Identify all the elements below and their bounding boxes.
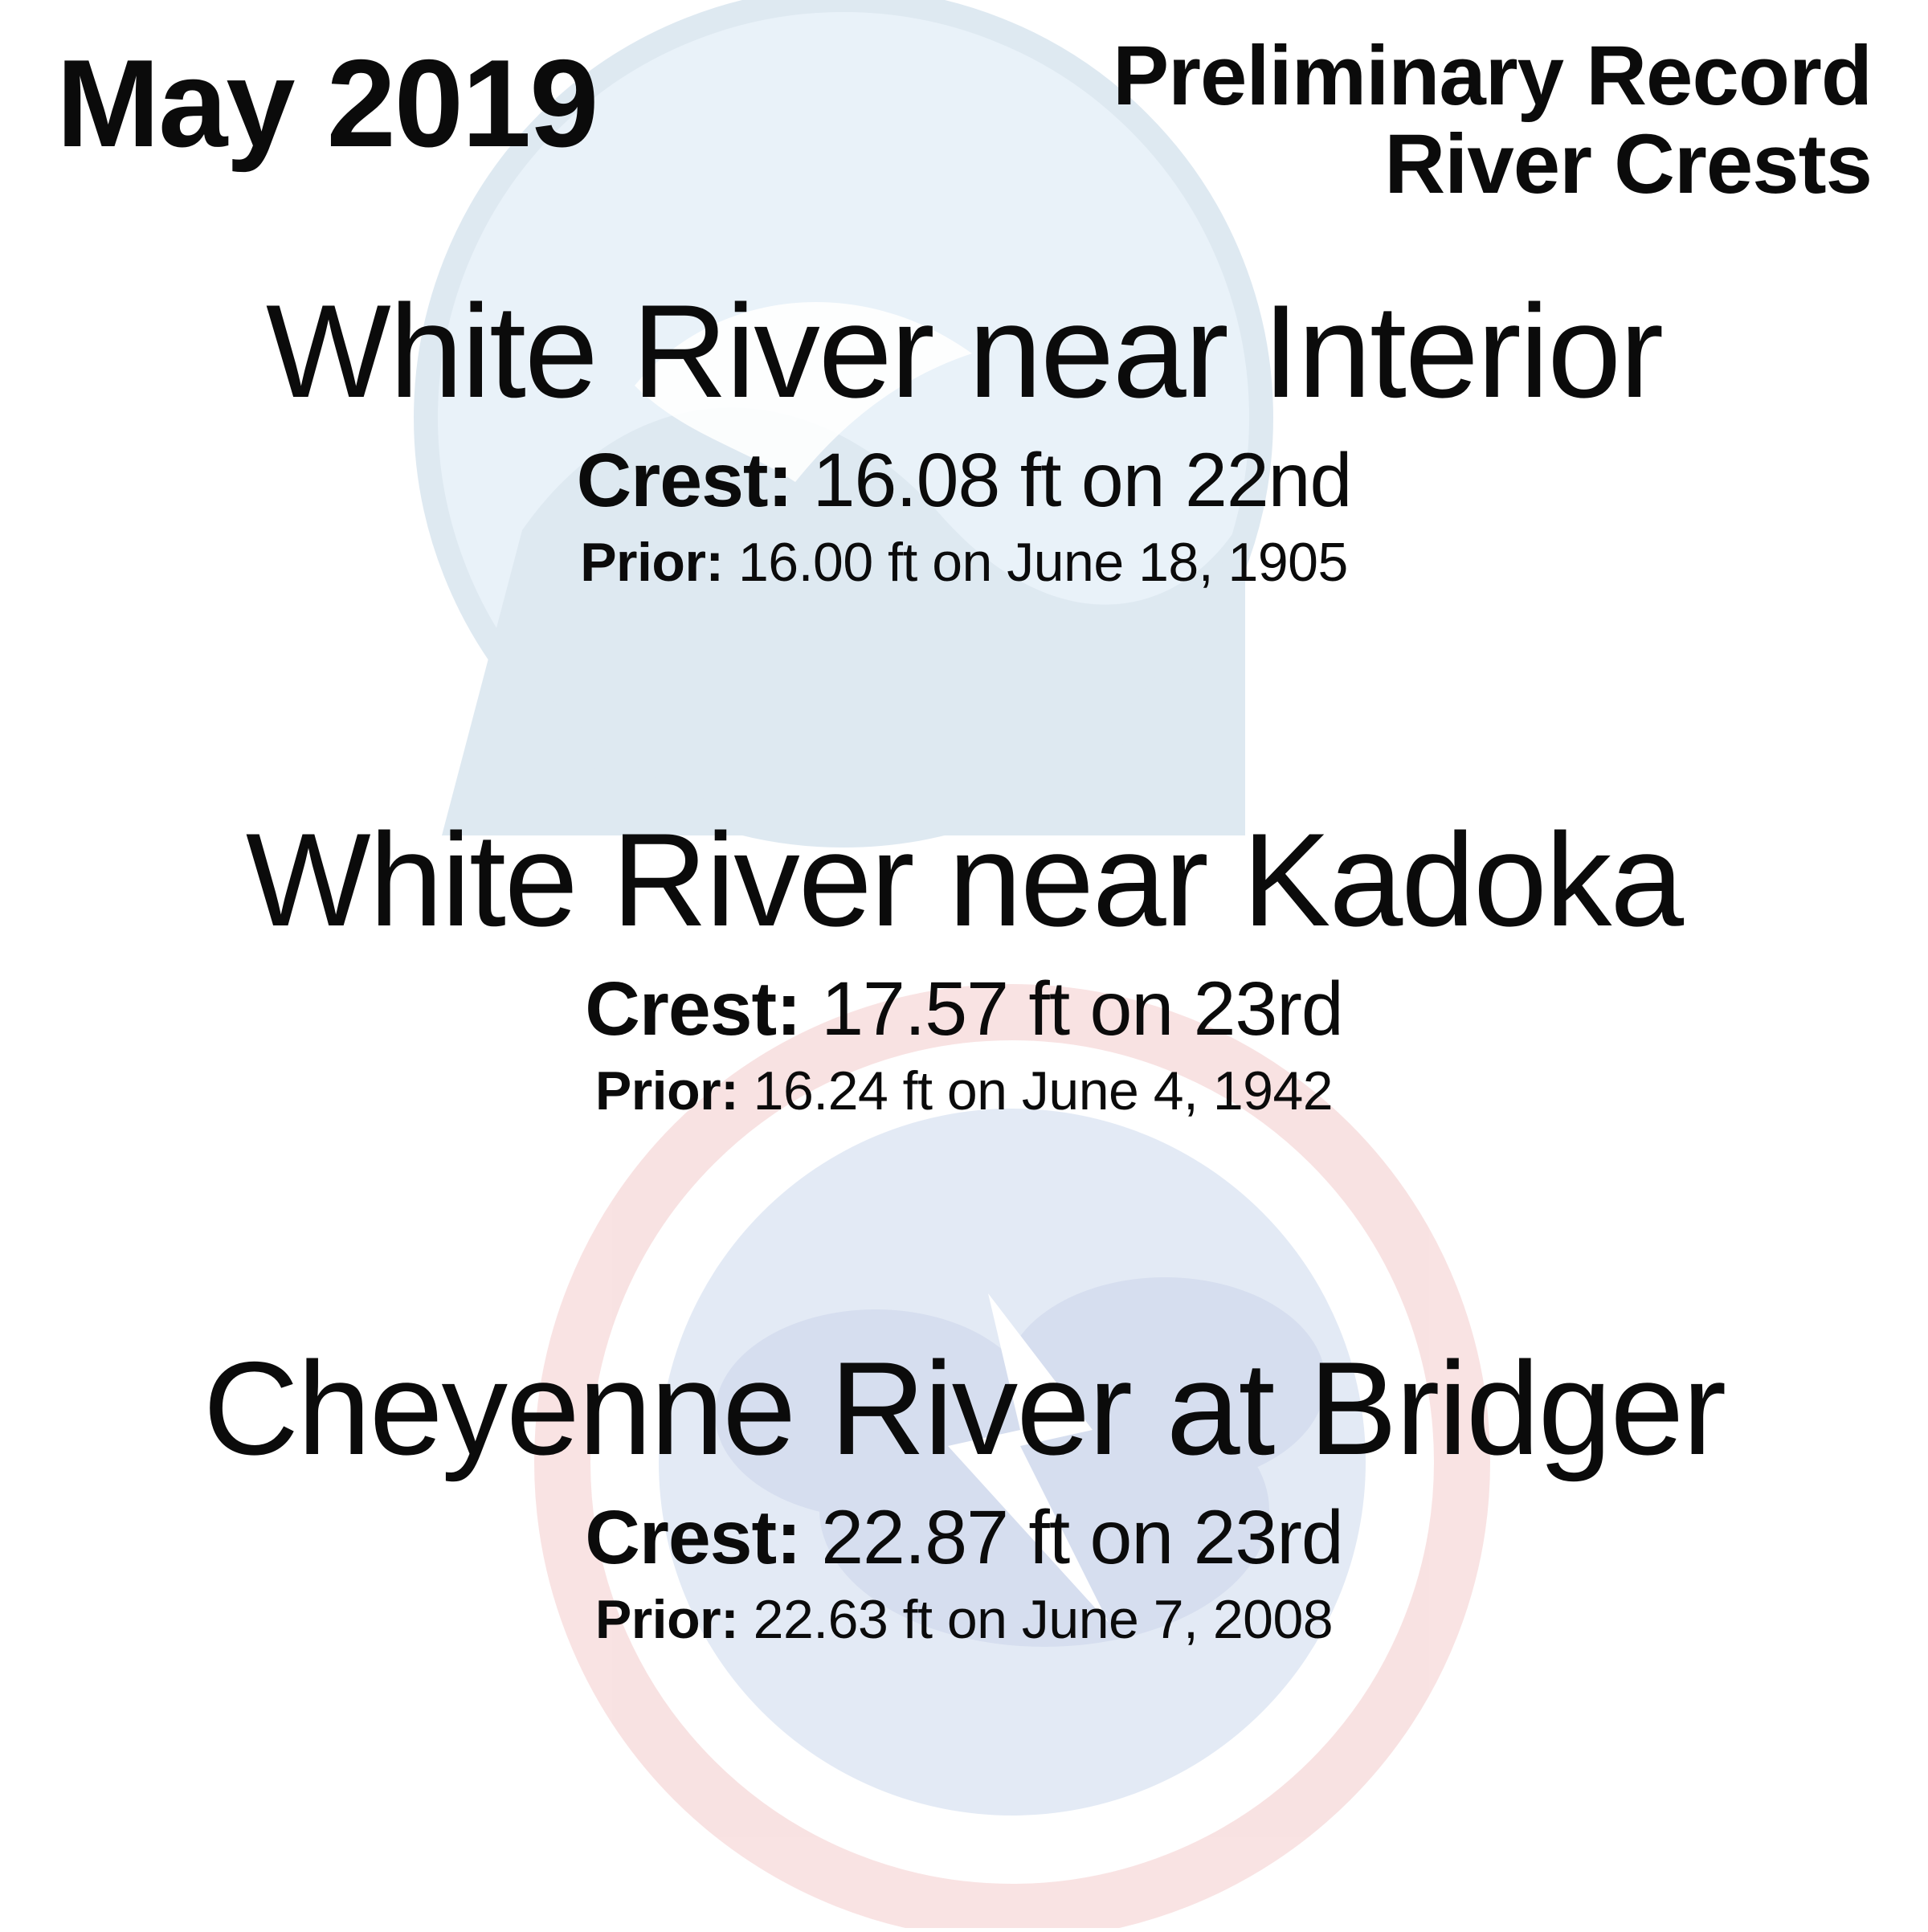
prior-value: 16.00 ft on June 18, 1905 [738, 532, 1348, 593]
crest-line: Crest: 17.57 ft on 23rd [48, 966, 1880, 1053]
records-list: White River near Interior Crest: 16.08 f… [0, 282, 1928, 1652]
record-item: White River near Interior Crest: 16.08 f… [48, 282, 1880, 594]
river-name: White River near Kadoka [48, 811, 1880, 950]
report-subtitle: Preliminary Record River Crests [1113, 32, 1872, 210]
prior-line: Prior: 16.24 ft on June 4, 1942 [48, 1060, 1880, 1122]
record-item: Cheyenne River at Bridger Crest: 22.87 f… [48, 1339, 1880, 1651]
prior-label: Prior: [595, 1060, 738, 1121]
crest-label: Crest: [577, 438, 793, 523]
prior-value: 16.24 ft on June 4, 1942 [754, 1060, 1334, 1121]
subtitle-line-1: Preliminary Record [1113, 32, 1872, 120]
prior-line: Prior: 16.00 ft on June 18, 1905 [48, 531, 1880, 594]
prior-line: Prior: 22.63 ft on June 7, 2008 [48, 1588, 1880, 1651]
crest-label: Crest: [585, 966, 801, 1052]
river-name: White River near Interior [48, 282, 1880, 421]
record-item: White River near Kadoka Crest: 17.57 ft … [48, 811, 1880, 1122]
subtitle-line-2: River Crests [1113, 120, 1872, 209]
prior-label: Prior: [580, 532, 723, 593]
prior-label: Prior: [595, 1589, 738, 1650]
crest-line: Crest: 22.87 ft on 23rd [48, 1494, 1880, 1582]
river-name: Cheyenne River at Bridger [48, 1339, 1880, 1478]
crest-value: 22.87 ft on 23rd [821, 1495, 1343, 1580]
crest-label: Crest: [585, 1495, 801, 1580]
crest-value: 17.57 ft on 23rd [821, 966, 1343, 1052]
crest-value: 16.08 ft on 22nd [813, 438, 1352, 523]
report-date: May 2019 [56, 32, 597, 175]
prior-value: 22.63 ft on June 7, 2008 [754, 1589, 1334, 1650]
header: May 2019 Preliminary Record River Crests [0, 0, 1928, 210]
crest-line: Crest: 16.08 ft on 22nd [48, 437, 1880, 525]
